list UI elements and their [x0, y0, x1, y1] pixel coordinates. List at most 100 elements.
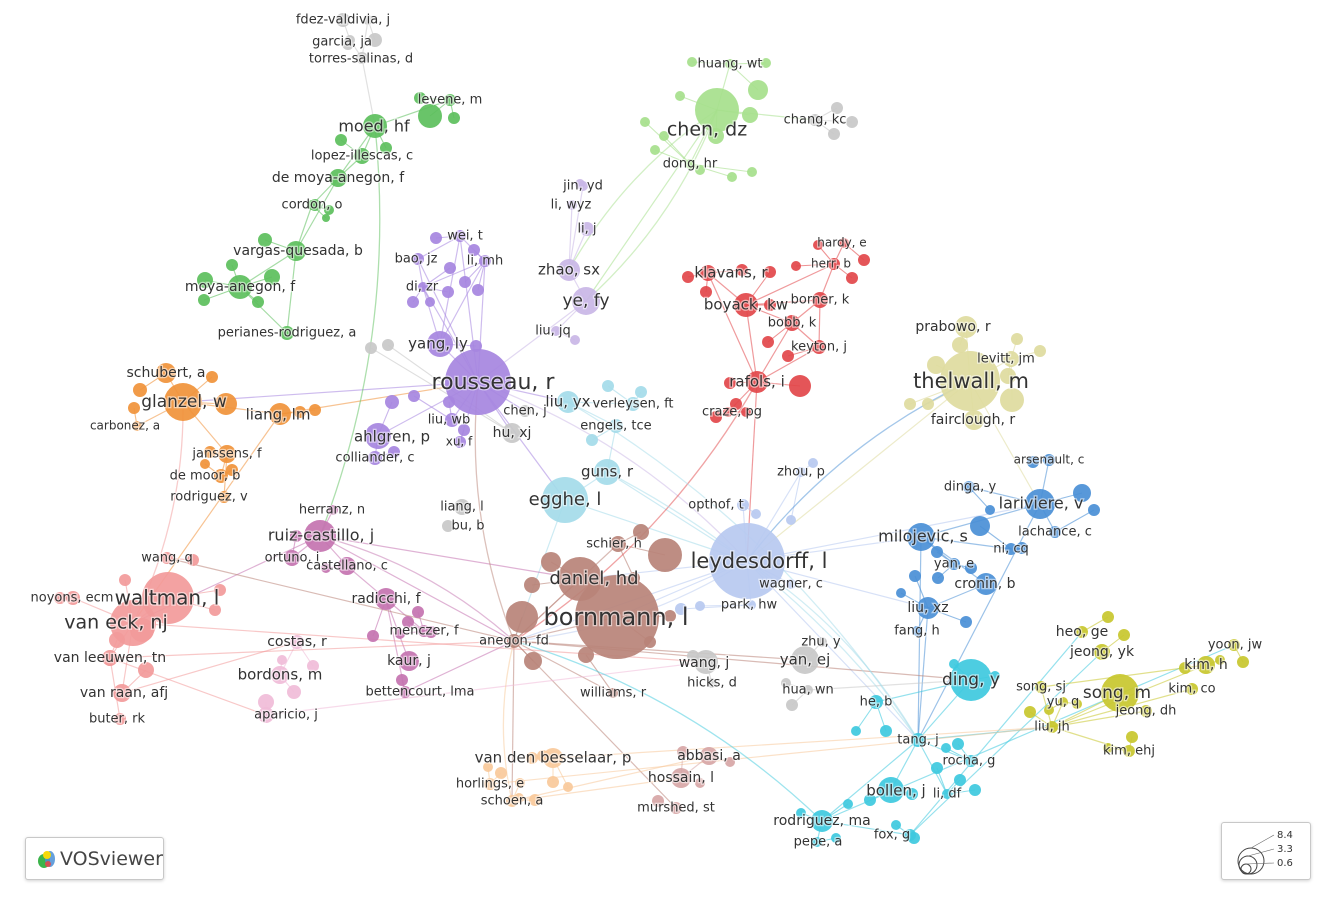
label-klavans-r[interactable]: klavans, r: [693, 262, 769, 283]
node-he-b[interactable]: [869, 695, 883, 709]
network-node[interactable]: [931, 546, 943, 558]
node-schoen-a[interactable]: [506, 795, 518, 807]
network-node[interactable]: [1000, 388, 1024, 412]
node-liu-wb[interactable]: [445, 413, 459, 427]
network-node[interactable]: [578, 647, 594, 663]
network-node[interactable]: [412, 606, 424, 618]
node-guns-r[interactable]: [594, 459, 620, 485]
network-node[interactable]: [214, 584, 226, 596]
label-lopez-illescas-c[interactable]: lopez-illescas, c: [310, 147, 415, 165]
label-kim-ehj[interactable]: kim, ehj: [1102, 742, 1156, 760]
node-abbasi-a[interactable]: [700, 747, 718, 765]
network-node[interactable]: [695, 601, 705, 611]
network-node[interactable]: [727, 172, 737, 182]
label-cronin-b[interactable]: cronin, b: [953, 575, 1017, 594]
label-di-zr[interactable]: di, zr: [405, 278, 440, 296]
node-rousseau-r[interactable]: [445, 349, 511, 415]
node-liu-yx[interactable]: [557, 391, 579, 413]
node-li-wyz[interactable]: [567, 200, 577, 210]
network-node[interactable]: [736, 264, 748, 276]
network-node[interactable]: [808, 458, 818, 468]
network-node[interactable]: [200, 459, 210, 469]
label-lariviere-v[interactable]: lariviere, v: [997, 492, 1084, 514]
node-rafols-i[interactable]: [746, 371, 768, 393]
network-node[interactable]: [990, 671, 1000, 681]
network-node[interactable]: [932, 572, 944, 584]
network-node[interactable]: [675, 603, 687, 615]
node-zhu-y[interactable]: [817, 637, 827, 647]
network-node[interactable]: [896, 588, 906, 598]
network-node[interactable]: [843, 799, 853, 809]
network-node[interactable]: [198, 294, 210, 306]
label-vargas-quesada-b[interactable]: vargas-quesada, b: [232, 242, 364, 261]
label-kaur-j[interactable]: kaur, j: [386, 652, 432, 671]
network-node[interactable]: [682, 271, 694, 283]
network-node[interactable]: [442, 286, 454, 298]
label-ruiz-castillo-j[interactable]: ruiz-castillo, j: [267, 524, 376, 546]
node-menczer-f[interactable]: [418, 625, 430, 637]
label-liang-l[interactable]: liang, l: [439, 498, 485, 516]
network-node[interactable]: [970, 516, 990, 536]
label-levitt-jm[interactable]: levitt, jm: [976, 350, 1036, 368]
label-van-leeuwen-tn[interactable]: van leeuwen, tn: [53, 649, 168, 668]
network-node[interactable]: [408, 390, 420, 402]
network-node[interactable]: [402, 616, 414, 628]
label-van-raan-afj[interactable]: van raan, afj: [79, 684, 170, 703]
node-li-df[interactable]: [942, 789, 952, 799]
network-node[interactable]: [1215, 655, 1225, 665]
network-node[interactable]: [430, 232, 442, 244]
network-node[interactable]: [365, 342, 377, 354]
network-node[interactable]: [264, 269, 280, 285]
node-pepe-a[interactable]: [812, 837, 822, 847]
label-liang-lm[interactable]: liang, lm: [244, 404, 311, 425]
node-kim-ehj[interactable]: [1123, 745, 1135, 757]
node-liu-jq[interactable]: [551, 326, 561, 336]
network-node[interactable]: [258, 694, 274, 710]
node-keyton-j[interactable]: [812, 340, 826, 354]
network-node[interactable]: [700, 286, 712, 298]
node-yang-ly[interactable]: [427, 331, 453, 357]
network-node[interactable]: [570, 335, 580, 345]
label-wang-j[interactable]: wang, j: [677, 654, 730, 673]
network-node[interactable]: [851, 726, 861, 736]
network-node[interactable]: [524, 652, 542, 670]
node-radicchi-f[interactable]: [375, 588, 397, 610]
network-node[interactable]: [931, 762, 943, 774]
label-tang-j[interactable]: tang, j: [896, 731, 940, 749]
node-leydesdorff-l[interactable]: [709, 523, 785, 599]
label-chang-kc[interactable]: chang, kc: [782, 111, 847, 129]
label-opthof-t[interactable]: opthof, t: [687, 496, 745, 514]
label-zhou-p[interactable]: zhou, p: [776, 463, 826, 481]
node-zhao-sx[interactable]: [558, 259, 580, 281]
network-node[interactable]: [322, 214, 330, 222]
network-node[interactable]: [396, 674, 408, 686]
label-arsenault-c[interactable]: arsenault, c: [1012, 451, 1085, 468]
node-thelwall-m[interactable]: [940, 351, 1000, 411]
network-node[interactable]: [922, 398, 934, 410]
label-radicchi-f[interactable]: radicchi, f: [350, 590, 423, 609]
label-fang-h[interactable]: fang, h: [893, 622, 941, 640]
node-wei-t[interactable]: [454, 230, 466, 242]
network-node[interactable]: [204, 446, 216, 458]
network-node[interactable]: [388, 446, 400, 458]
label-ye-fy[interactable]: ye, fy: [561, 290, 611, 313]
node-dinga-y[interactable]: [963, 481, 975, 493]
node-bao-jz[interactable]: [412, 253, 424, 265]
network-node[interactable]: [1126, 731, 1138, 743]
label-bollen-j[interactable]: bollen, j: [865, 780, 927, 801]
node-yoon-jw[interactable]: [1228, 639, 1240, 651]
label-fairclough-r[interactable]: fairclough, r: [930, 411, 1017, 430]
network-node[interactable]: [252, 296, 264, 308]
node-levene-m[interactable]: [444, 94, 456, 106]
label-costas-r[interactable]: costas, r: [266, 633, 328, 652]
node-tang-j[interactable]: [911, 733, 925, 747]
network-node[interactable]: [635, 386, 647, 398]
network-node[interactable]: [786, 515, 796, 525]
network-node[interactable]: [425, 297, 435, 307]
label-liu-jq[interactable]: liu, jq: [534, 322, 572, 340]
network-node[interactable]: [54, 592, 66, 604]
network-node[interactable]: [1027, 456, 1039, 468]
network-node[interactable]: [309, 404, 321, 416]
node-glanzel-w[interactable]: [164, 383, 202, 421]
label-glanzel-w[interactable]: glanzel, w: [140, 391, 228, 414]
